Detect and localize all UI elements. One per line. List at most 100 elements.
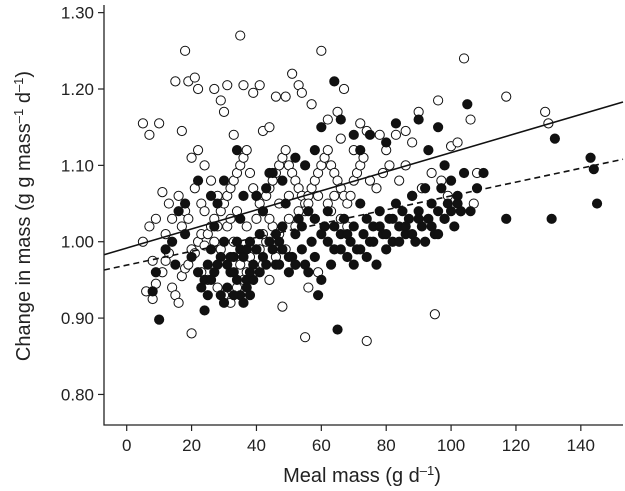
filled-point <box>154 314 165 325</box>
filled-point <box>277 244 288 255</box>
filled-point <box>241 282 252 293</box>
open-point <box>238 80 249 91</box>
filled-point <box>199 305 210 316</box>
open-point <box>173 190 184 202</box>
filled-point <box>309 213 320 224</box>
filled-point <box>371 259 382 270</box>
x-tick-label: 20 <box>182 436 201 455</box>
filled-point <box>303 206 314 217</box>
filled-point <box>549 133 560 144</box>
filled-point <box>452 198 463 209</box>
filled-point <box>170 259 181 270</box>
open-point <box>540 106 551 118</box>
open-point <box>144 221 155 232</box>
open-point <box>296 87 307 98</box>
filled-point <box>254 267 265 278</box>
y-axis-title: Change in mass (g g mass–1 d–1) <box>11 71 36 361</box>
filled-point <box>312 290 324 301</box>
filled-point <box>433 122 444 133</box>
filled-point <box>316 228 327 240</box>
filled-point <box>218 175 230 186</box>
filled-point <box>591 198 603 209</box>
filled-point <box>222 259 233 270</box>
open-point <box>270 91 282 102</box>
filled-point <box>332 324 343 335</box>
open-point <box>458 53 470 64</box>
filled-point <box>588 164 599 175</box>
open-point <box>371 183 382 194</box>
filled-point <box>445 175 457 186</box>
filled-point <box>173 206 184 217</box>
filled-point <box>316 122 327 133</box>
filled-point <box>439 213 450 224</box>
open-point <box>287 68 298 79</box>
filled-point <box>322 206 333 217</box>
open-point <box>433 95 444 106</box>
open-point <box>228 129 239 140</box>
open-point <box>248 87 259 98</box>
filled-point <box>179 198 191 209</box>
filled-point <box>355 244 366 255</box>
open-point <box>170 76 181 87</box>
filled-point <box>306 236 317 247</box>
filled-point <box>381 244 392 255</box>
x-tick-label: 0 <box>122 436 131 455</box>
y-tick-label: 0.80 <box>61 385 94 404</box>
open-point <box>394 175 405 186</box>
filled-point <box>397 206 408 217</box>
open-point <box>176 125 187 137</box>
open-point <box>280 91 291 102</box>
open-point <box>173 297 184 308</box>
open-point <box>283 213 294 224</box>
open-point <box>215 95 226 106</box>
x-tick-label: 40 <box>247 436 266 455</box>
filled-point <box>238 190 249 202</box>
filled-point <box>342 251 353 263</box>
open-point <box>209 83 220 95</box>
open-point <box>338 83 350 95</box>
open-point <box>254 80 265 91</box>
open-point <box>322 144 333 156</box>
filled-point <box>202 259 213 270</box>
axis-lines <box>103 5 623 426</box>
open-point <box>150 213 161 224</box>
open-point <box>429 309 440 320</box>
filled-point <box>261 183 272 194</box>
x-axis-title: Meal mass (g d–1) <box>283 463 441 488</box>
filled-point <box>274 259 285 270</box>
x-tick-label: 100 <box>437 436 465 455</box>
filled-point <box>413 114 424 125</box>
filled-point <box>186 251 197 263</box>
filled-point <box>335 114 346 125</box>
filled-point <box>205 190 217 202</box>
open-point <box>465 114 476 125</box>
open-point <box>407 137 418 148</box>
filled-point <box>465 206 476 217</box>
filled-point <box>290 228 301 240</box>
filled-point <box>309 144 320 156</box>
filled-point <box>296 221 307 232</box>
filled-point <box>277 221 288 232</box>
filled-point <box>413 213 424 224</box>
filled-point <box>368 236 379 247</box>
open-point <box>192 144 204 156</box>
filled-point <box>420 183 431 194</box>
filled-point <box>329 76 340 87</box>
filled-point <box>218 297 230 308</box>
open-point <box>329 190 340 202</box>
open-point <box>303 282 314 293</box>
y-tick-label: 1.10 <box>61 156 94 175</box>
solid-fit-line <box>103 101 624 256</box>
open-point <box>316 45 327 56</box>
filled-point <box>205 274 217 286</box>
open-point <box>426 167 437 179</box>
filled-point <box>316 274 327 286</box>
filled-point <box>361 213 372 224</box>
filled-point <box>325 259 337 270</box>
open-point <box>300 332 311 343</box>
filled-point <box>238 297 249 308</box>
filled-point <box>309 251 320 263</box>
filled-point <box>222 282 233 293</box>
x-tick-label: 140 <box>567 436 595 455</box>
